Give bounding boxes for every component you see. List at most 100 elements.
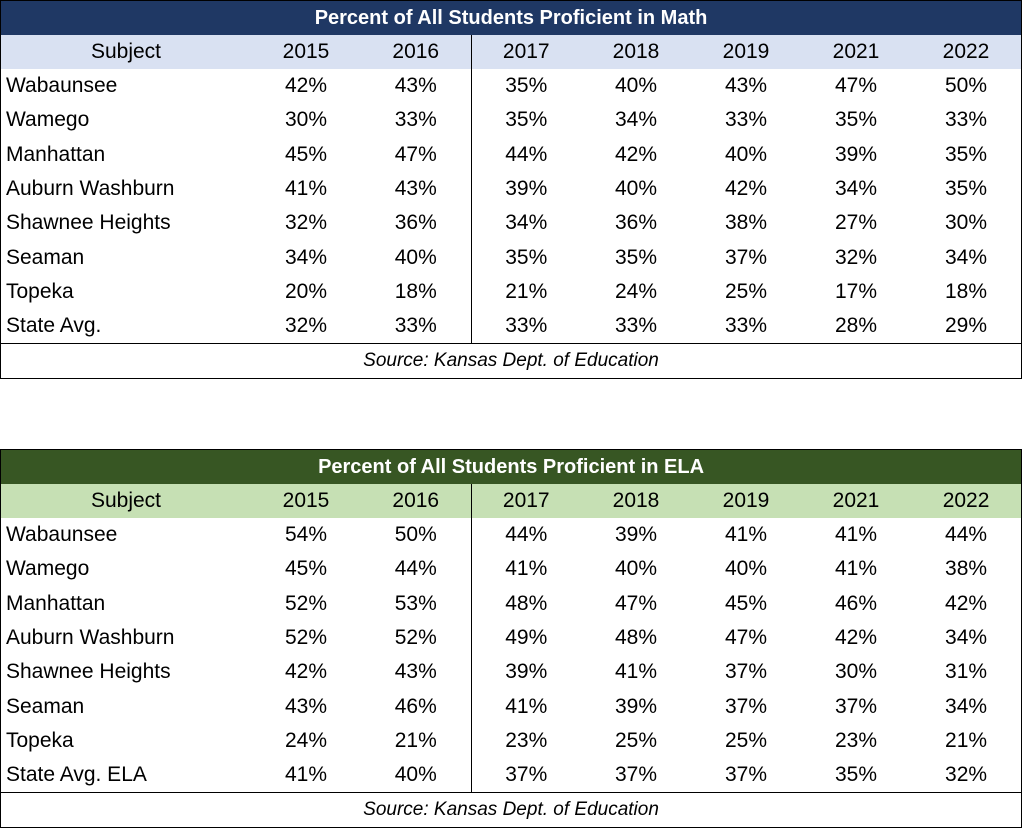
year-header-2016: 2016	[361, 484, 471, 518]
percent-cell: 40%	[614, 557, 658, 581]
percent-cell: 30%	[834, 660, 878, 684]
percent-cell: 35%	[944, 142, 988, 166]
ela-source-note: Source: Kansas Dept. of Education	[1, 792, 1022, 828]
math-header-row: Subject 2015 2016 2017 2018 2019 2021 2022	[1, 35, 1022, 69]
percent-cell: 46%	[394, 694, 437, 718]
year-header-2018: 2018	[581, 484, 691, 518]
percent-cell: 25%	[724, 728, 768, 752]
percent-cell: 39%	[470, 171, 581, 207]
percent-cell: 47%	[394, 142, 437, 166]
percent-cell: 44%	[945, 523, 988, 547]
percent-cell: 42%	[284, 74, 328, 98]
percent-cell: 49%	[470, 620, 581, 656]
percent-cell: 44%	[470, 518, 581, 553]
percent-cell: 33%	[944, 108, 988, 132]
district-name: Topeka	[6, 279, 74, 303]
percent-cell: 43%	[284, 694, 328, 718]
percent-cell: 39%	[834, 142, 878, 166]
year-header-2015: 2015	[251, 484, 361, 518]
district-name: Wabaunsee	[6, 523, 118, 547]
percent-cell: 32%	[945, 763, 988, 787]
percent-cell: 39%	[470, 655, 581, 690]
percent-cell: 35%	[470, 69, 581, 104]
percent-cell: 33%	[724, 314, 768, 338]
percent-cell: 47%	[834, 74, 878, 98]
percent-cell: 50%	[944, 74, 988, 98]
percent-cell: 35%	[944, 177, 988, 201]
percent-cell: 20%	[284, 279, 328, 303]
percent-cell: 25%	[614, 728, 658, 752]
percent-cell: 35%	[834, 108, 878, 132]
percent-cell: 23%	[834, 728, 878, 752]
percent-cell: 31%	[945, 660, 988, 684]
district-name: State Avg.	[6, 314, 102, 338]
district-name: Auburn Washburn	[6, 177, 175, 201]
table-row: Shawnee Heights 42% 43% 39% 41% 37% 30% 31%	[1, 655, 1021, 690]
ela-header-row: Subject 2015 2016 2017 2018 2019 2021 2022	[1, 484, 1022, 518]
percent-cell: 33%	[394, 314, 437, 338]
percent-cell: 47%	[724, 626, 768, 650]
percent-cell: 40%	[724, 142, 768, 166]
percent-cell: 33%	[470, 309, 581, 344]
table-row: Seaman 43% 46% 41% 39% 37% 37% 34%	[1, 689, 1021, 724]
percent-cell: 34%	[834, 177, 878, 201]
district-name: Shawnee Heights	[6, 660, 171, 684]
table-row: Topeka 24% 21% 23% 25% 25% 23% 21%	[1, 723, 1021, 759]
table-row: Auburn Washburn 41% 43% 39% 40% 42% 34% 35%	[1, 171, 1021, 207]
district-name: Wamego	[6, 557, 90, 581]
percent-cell: 42%	[945, 591, 988, 615]
year-header-2019: 2019	[691, 484, 801, 518]
district-name: Seaman	[6, 245, 85, 269]
percent-cell: 34%	[284, 245, 328, 269]
percent-cell: 35%	[470, 240, 581, 275]
percent-cell: 18%	[394, 279, 437, 303]
percent-cell: 37%	[724, 694, 768, 718]
percent-cell: 41%	[724, 523, 768, 547]
percent-cell: 29%	[944, 314, 988, 338]
percent-cell: 32%	[834, 245, 878, 269]
percent-cell: 42%	[614, 142, 658, 166]
table-row: Manhattan 52% 53% 48% 47% 45% 46% 42%	[1, 586, 1021, 621]
percent-cell: 41%	[470, 689, 581, 724]
percent-cell: 21%	[394, 728, 437, 752]
year-header-2017: 2017	[470, 484, 581, 518]
year-header-2015: 2015	[251, 35, 361, 69]
percent-cell: 42%	[724, 177, 768, 201]
percent-cell: 38%	[945, 557, 988, 581]
percent-cell: 42%	[284, 660, 328, 684]
percent-cell: 41%	[284, 763, 328, 787]
district-name: Seaman	[6, 694, 85, 718]
percent-cell: 45%	[284, 557, 328, 581]
table-row: Seaman 34% 40% 35% 35% 37% 32% 34%	[1, 240, 1021, 275]
year-header-2022: 2022	[911, 484, 1022, 518]
percent-cell: 30%	[944, 211, 988, 235]
percent-cell: 32%	[284, 314, 328, 338]
percent-cell: 21%	[470, 274, 581, 310]
percent-cell: 37%	[614, 763, 658, 787]
district-name: State Avg. ELA	[6, 763, 147, 787]
table-row: Auburn Washburn 52% 52% 49% 48% 47% 42% 34%	[1, 620, 1021, 656]
percent-cell: 32%	[284, 211, 328, 235]
table-row: Wabaunsee 54% 50% 44% 39% 41% 41% 44%	[1, 518, 1021, 553]
percent-cell: 39%	[614, 523, 658, 547]
district-name: Manhattan	[6, 142, 106, 166]
percent-cell: 45%	[284, 142, 328, 166]
percent-cell: 54%	[284, 523, 328, 547]
math-table-title: Percent of All Students Proficient in Ma…	[1, 1, 1022, 35]
percent-cell: 37%	[724, 660, 768, 684]
percent-cell: 41%	[470, 552, 581, 587]
district-name: Wamego	[6, 108, 90, 132]
percent-cell: 44%	[470, 137, 581, 172]
percent-cell: 34%	[944, 245, 988, 269]
math-source-note: Source: Kansas Dept. of Education	[1, 343, 1022, 379]
percent-cell: 52%	[284, 591, 328, 615]
math-table-body: Wabaunsee 42% 43% 35% 40% 43% 47% 50% Wamego 30% 3…	[1, 69, 1021, 344]
percent-cell: 41%	[834, 523, 878, 547]
percent-cell: 24%	[614, 279, 658, 303]
year-header-2016: 2016	[361, 35, 471, 69]
district-name: Wabaunsee	[6, 74, 118, 98]
percent-cell: 35%	[470, 103, 581, 138]
year-header-2021: 2021	[801, 484, 911, 518]
year-header-2018: 2018	[581, 35, 691, 69]
district-name: Auburn Washburn	[6, 626, 175, 650]
